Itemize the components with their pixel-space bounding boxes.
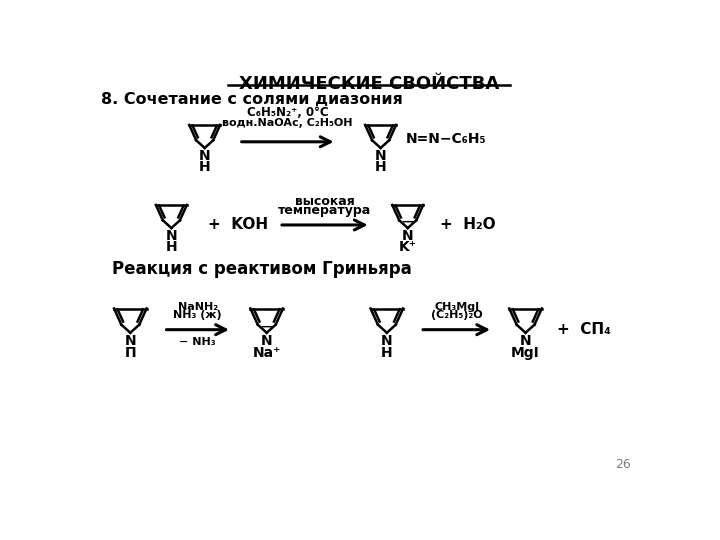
Text: − NH₃: − NH₃: [179, 338, 216, 347]
Text: NaNH₂: NaNH₂: [178, 302, 217, 312]
Text: N: N: [166, 229, 177, 243]
Text: ХИМИЧЕСКИЕ СВОЙСТВА: ХИМИЧЕСКИЕ СВОЙСТВА: [239, 75, 499, 93]
Text: 8. Сочетание с солями диазония: 8. Сочетание с солями диазония: [101, 92, 402, 107]
Text: П: П: [125, 346, 136, 360]
Text: NH₃ (ж): NH₃ (ж): [174, 310, 222, 320]
Text: N=N−C₆H₅: N=N−C₆H₅: [405, 132, 486, 146]
Text: Реакция с реактивом Гриньяра: Реакция с реактивом Гриньяра: [112, 260, 412, 278]
Text: водн.NaOAc, C₂H₅OH: водн.NaOAc, C₂H₅OH: [222, 118, 353, 128]
Text: Na⁺: Na⁺: [253, 346, 281, 360]
Text: −: −: [259, 318, 273, 335]
Text: (C₂H₅)₂O: (C₂H₅)₂O: [431, 310, 482, 320]
Text: +  H₂O: + H₂O: [441, 218, 496, 232]
Text: H: H: [375, 160, 387, 174]
Text: MgI: MgI: [511, 346, 540, 360]
Text: 26: 26: [615, 458, 631, 471]
Text: N: N: [402, 229, 413, 243]
Text: N: N: [199, 148, 210, 163]
Text: H: H: [381, 346, 392, 360]
Text: N: N: [381, 334, 392, 348]
Text: +  KOH: + KOH: [208, 218, 268, 232]
Text: K⁺: K⁺: [399, 240, 417, 254]
Text: C₆H₅N₂⁺, 0°C: C₆H₅N₂⁺, 0°C: [247, 106, 328, 119]
Text: H: H: [166, 240, 177, 254]
Text: N: N: [375, 148, 387, 163]
Text: N: N: [520, 334, 531, 348]
Text: +  СП₄: + СП₄: [557, 322, 611, 337]
Text: H: H: [199, 160, 210, 174]
Text: −: −: [400, 213, 414, 231]
Text: N: N: [261, 334, 272, 348]
Text: высокая: высокая: [295, 195, 355, 208]
Text: CH₃MgI: CH₃MgI: [434, 302, 479, 312]
Text: N: N: [125, 334, 136, 348]
Text: температура: температура: [278, 204, 372, 217]
